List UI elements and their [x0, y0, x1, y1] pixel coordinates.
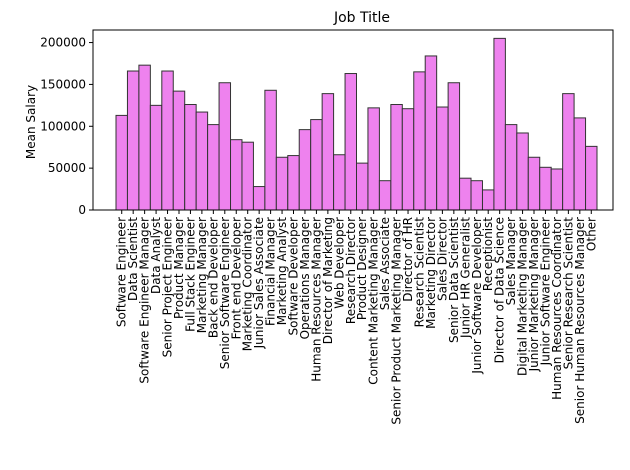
- y-tick-label: 0: [78, 203, 86, 217]
- x-tick-label: Operations Manager: [298, 217, 312, 339]
- bar: [539, 166, 552, 211]
- bar: [447, 82, 461, 211]
- x-tick-label: Marketing Analyst: [275, 217, 289, 325]
- x-tick-label: Web Developer: [332, 217, 346, 309]
- x-tick-label: Sales Director: [435, 217, 449, 301]
- x-tick-label: Human Resources Coordinator: [550, 217, 564, 400]
- bar: [161, 70, 174, 211]
- x-tick-label: Sales Associate: [378, 217, 392, 310]
- x-tick-label: Product Manager: [172, 217, 186, 319]
- x-tick-label: Junior Marketing Manager: [527, 217, 541, 372]
- x-tick-label: Human Resources Manager: [309, 217, 323, 382]
- bar: [195, 111, 209, 211]
- x-tick-label: Junior Software Developer: [470, 217, 484, 375]
- x-tick-label: Front end Developer: [229, 217, 243, 339]
- bar: [207, 124, 220, 211]
- bar: [241, 141, 254, 211]
- bar: [459, 177, 472, 211]
- bar: [516, 132, 529, 211]
- x-tick-label: Junior Software Engineer: [538, 217, 552, 366]
- x-tick-label: Senior Software Engineer: [218, 217, 232, 369]
- x-tick-label: Software Engineer: [115, 217, 129, 327]
- bar: [378, 180, 392, 211]
- bar: [264, 89, 277, 211]
- plot-area: 0 50000 100000 150000 200000 Software Enginee…: [40, 36, 598, 425]
- x-tick-label: Data Scientist: [126, 217, 140, 301]
- x-tick-label: Full Stack Engineer: [183, 217, 197, 332]
- bar: [172, 90, 186, 211]
- x-tick-label: Junior HR Generalist: [458, 217, 472, 339]
- bar: [413, 71, 426, 211]
- x-tick-label: Director of HR: [401, 217, 415, 302]
- x-tick-label: Back end Developer: [206, 217, 220, 338]
- bar: [138, 64, 151, 211]
- y-axis-label: Mean Salary: [24, 85, 38, 159]
- bar: [585, 145, 598, 211]
- y-tick-label: 150000: [40, 77, 86, 91]
- x-tick-label: Senior Data Scientist: [447, 217, 461, 343]
- bar: [344, 73, 357, 211]
- x-tick-label: Research Director: [344, 217, 358, 324]
- bar: [367, 107, 380, 211]
- x-tick-label: Junior Sales Associate: [252, 217, 266, 349]
- x-tick-label: Director of Marketing: [321, 217, 335, 344]
- bar: [252, 186, 266, 211]
- x-tick-label: Content Marketing Manager: [367, 217, 381, 385]
- x-tick-label: Software Engineer Manager: [138, 217, 152, 384]
- x-tick-label: Marketing Manager: [195, 217, 209, 333]
- x-tick-label: Senior Project Engineer: [161, 217, 175, 357]
- x-tick-label: Software Developer: [287, 217, 301, 335]
- bar: [115, 114, 128, 211]
- bar: [550, 168, 564, 211]
- bar: [333, 154, 346, 211]
- bar: [149, 104, 163, 211]
- x-tick-label: Director of Data Science: [493, 217, 507, 363]
- x-tick-label: Marketing Director: [424, 217, 438, 329]
- y-tick-label: 100000: [40, 119, 86, 133]
- axes-frame: [92, 29, 614, 211]
- bar: [310, 119, 323, 211]
- bar: [424, 55, 438, 211]
- y-tick-label: 50000: [48, 161, 86, 175]
- bar: [230, 139, 243, 211]
- bar: [401, 108, 415, 211]
- bar: [275, 156, 289, 211]
- bar: [470, 180, 483, 211]
- x-tick-label: Marketing Coordinator: [241, 217, 255, 351]
- chart-title: Job Title: [333, 10, 390, 26]
- bar: [184, 104, 197, 211]
- bar: [298, 129, 312, 211]
- bar: [481, 189, 495, 211]
- x-tick-label: Research Scientist: [412, 217, 426, 328]
- bar: [126, 70, 140, 211]
- x-tick-label: Data Analyst: [149, 217, 163, 294]
- bar: [493, 37, 506, 211]
- bar: [321, 93, 335, 211]
- bar: [390, 104, 403, 211]
- y-tick-label: 200000: [40, 36, 86, 50]
- x-tick-label: Receptionist: [481, 217, 495, 291]
- x-tick-label: Senior Human Resources Manager: [573, 217, 587, 424]
- bar: [504, 124, 518, 211]
- bar: [287, 155, 300, 211]
- bar: [527, 156, 541, 211]
- x-tick-label: Financial Manager: [264, 217, 278, 326]
- x-tick-label: Senior Product Marketing Manager: [390, 217, 404, 425]
- x-tick-label: Senior Research Scientist: [561, 217, 575, 370]
- x-tick-label: Other: [584, 217, 598, 251]
- x-tick-label: Digital Marketing Manager: [516, 217, 530, 376]
- bar: [356, 162, 369, 211]
- bar: [218, 82, 232, 211]
- bar: [573, 117, 587, 211]
- bar: [436, 106, 449, 211]
- x-tick-label: Product Designer: [355, 217, 369, 320]
- bar: [562, 93, 575, 211]
- x-tick-label: Sales Manager: [504, 217, 518, 305]
